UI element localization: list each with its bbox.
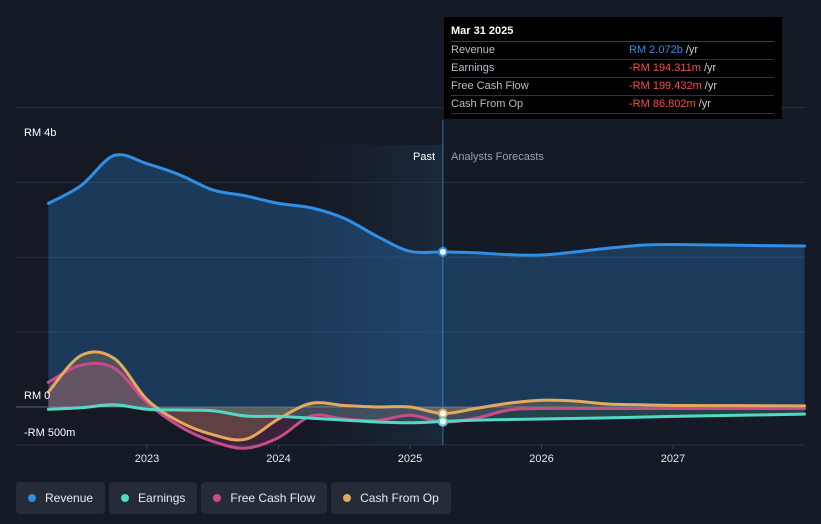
tooltip-label: Revenue <box>451 44 496 56</box>
forecast-region-label: Analysts Forecasts <box>451 151 544 163</box>
y-label-zero: RM 0 <box>24 390 50 402</box>
legend-dot-icon <box>343 494 352 502</box>
tooltip-value: -RM 199.432m <box>629 80 702 92</box>
marker-layer <box>437 246 448 427</box>
y-label-top: RM 4b <box>24 127 56 139</box>
x-tick-label: 2023 <box>135 453 159 465</box>
tooltip-unit: /yr <box>685 44 699 56</box>
tooltip-value: RM 2.072b <box>629 44 683 56</box>
point-marker <box>437 416 448 427</box>
legend-label: Cash From Op <box>360 491 439 505</box>
tooltip-panel: Mar 31 2025 Revenue RM 2.072b /yr Earnin… <box>444 17 782 119</box>
tooltip-label: Earnings <box>451 62 495 74</box>
legend-item-cash-from-op[interactable]: Cash From Op <box>331 482 451 514</box>
past-shade <box>310 145 443 445</box>
series-line-earnings <box>46 403 806 425</box>
legend: Revenue Earnings Free Cash Flow Cash Fro… <box>16 482 451 514</box>
chart-svg: RM 4b RM 0 -RM 500m Past Analysts Foreca… <box>16 107 806 465</box>
past-region-label: Past <box>413 151 435 163</box>
tooltip-row-revenue: Revenue RM 2.072b /yr <box>451 42 774 60</box>
x-tick-label: 2026 <box>529 453 553 465</box>
label-layer: RM 4b RM 0 -RM 500m Past Analysts Foreca… <box>24 127 544 439</box>
line-layer <box>46 153 806 450</box>
tooltip-unit: /yr <box>704 80 717 92</box>
tooltip-label: Cash From Op <box>451 98 524 110</box>
x-tick-label: 2025 <box>398 453 422 465</box>
legend-dot-icon <box>213 494 222 502</box>
legend-item-free-cash-flow[interactable]: Free Cash Flow <box>201 482 328 514</box>
point-marker <box>437 246 448 257</box>
legend-label: Revenue <box>45 491 94 505</box>
tooltip-unit: /yr <box>698 98 711 110</box>
series-area-cash-from-op <box>48 351 805 441</box>
legend-dot-icon <box>28 494 36 502</box>
tooltip-date: Mar 31 2025 <box>451 23 774 42</box>
tooltip-row-free-cash-flow: Free Cash Flow -RM 199.432m /yr <box>451 78 774 96</box>
series-line-cash-from-op <box>46 350 806 442</box>
legend-label: Free Cash Flow <box>230 491 316 505</box>
tooltip-unit: /yr <box>703 62 717 74</box>
tooltip-row-cash-from-op: Cash From Op -RM 86.802m /yr <box>451 96 774 114</box>
x-axis-ticks: 2023 2024 2025 2026 2027 <box>135 445 685 465</box>
point-marker <box>437 408 448 419</box>
tooltip-value: -RM 86.802m <box>629 98 696 110</box>
x-tick-label: 2027 <box>661 453 685 465</box>
y-label-bottom: -RM 500m <box>24 427 75 439</box>
series-line-revenue <box>46 153 806 257</box>
tooltip-row-earnings: Earnings -RM 194.311m /yr <box>451 60 774 78</box>
x-tick-label: 2024 <box>266 453 290 465</box>
tooltip-value: -RM 194.311m <box>629 62 701 74</box>
series-area-revenue <box>48 154 805 407</box>
legend-item-revenue[interactable]: Revenue <box>16 482 106 514</box>
legend-item-earnings[interactable]: Earnings <box>109 482 198 514</box>
legend-label: Earnings <box>138 491 186 505</box>
tooltip-label: Free Cash Flow <box>451 80 529 92</box>
legend-dot-icon <box>121 494 130 502</box>
series-area-free-cash-flow <box>48 363 805 449</box>
